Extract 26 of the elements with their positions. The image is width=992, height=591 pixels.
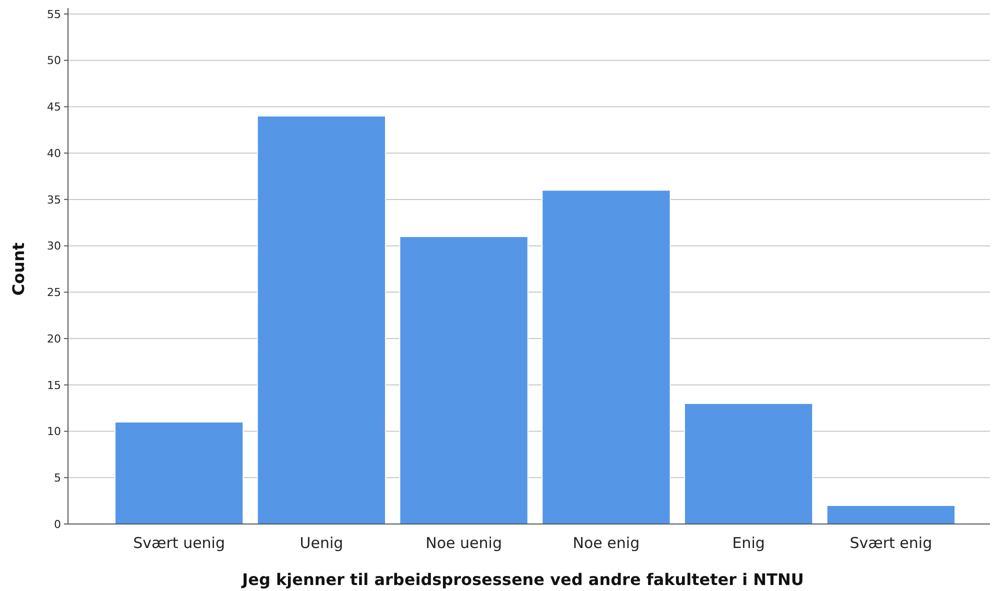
bar bbox=[399, 236, 528, 524]
bar bbox=[684, 402, 814, 524]
x-axis-title: Jeg kjenner til arbeidsprosessene ved andre fakulteter i NTNU bbox=[241, 570, 804, 589]
x-tick-label: Enig bbox=[732, 534, 765, 552]
x-tick-label: Noe uenig bbox=[426, 534, 502, 552]
y-tick-label: 15 bbox=[47, 378, 61, 392]
y-tick-label: 0 bbox=[54, 518, 61, 531]
y-tick-label: 35 bbox=[47, 193, 61, 206]
y-tick-label: 5 bbox=[54, 471, 61, 484]
x-tick-label: Svært uenig bbox=[133, 534, 226, 552]
x-tick-label: Noe enig bbox=[572, 534, 640, 552]
y-tick-label: 10 bbox=[47, 425, 61, 438]
y-tick-label: 45 bbox=[47, 100, 61, 114]
bar bbox=[826, 504, 956, 524]
y-tick-label: 55 bbox=[47, 8, 61, 21]
y-tick-label: 50 bbox=[47, 54, 61, 68]
bar bbox=[256, 116, 386, 524]
x-tick-label: Uenig bbox=[300, 534, 344, 552]
y-tick-label: 30 bbox=[47, 240, 61, 253]
bar bbox=[542, 190, 671, 524]
x-tick-label: Svært enig bbox=[850, 534, 932, 552]
y-tick-label: 40 bbox=[47, 146, 61, 160]
y-tick-label: 25 bbox=[47, 286, 61, 300]
y-axis-title: Count bbox=[9, 242, 28, 296]
y-tick-label: 20 bbox=[47, 332, 61, 346]
bar bbox=[114, 422, 244, 524]
